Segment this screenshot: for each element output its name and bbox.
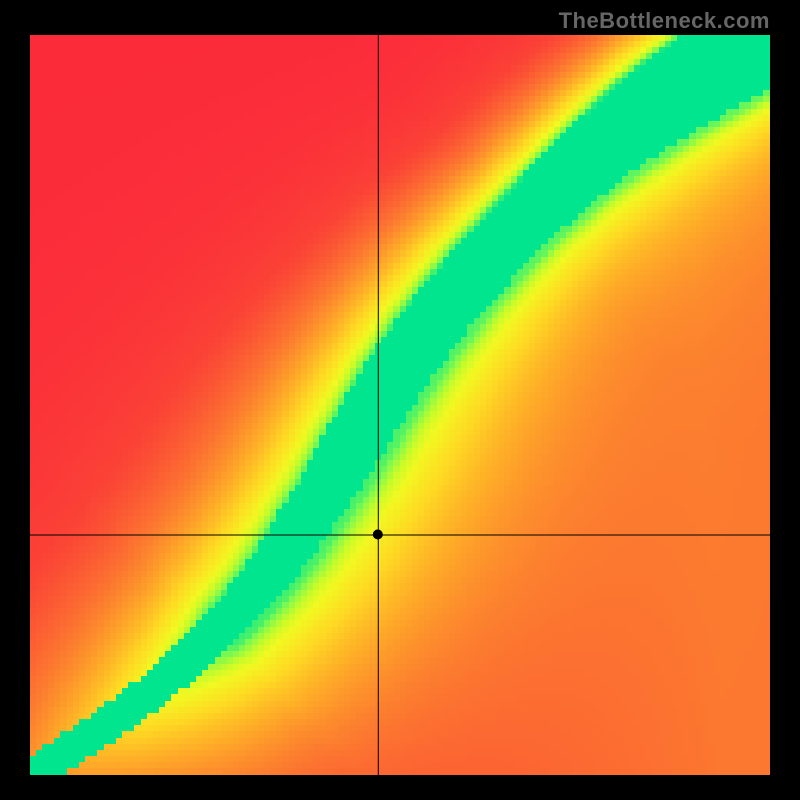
chart-container: TheBottleneck.com bbox=[0, 0, 800, 800]
watermark-text: TheBottleneck.com bbox=[559, 8, 770, 34]
heatmap-canvas bbox=[30, 35, 770, 775]
plot-area bbox=[30, 35, 770, 775]
